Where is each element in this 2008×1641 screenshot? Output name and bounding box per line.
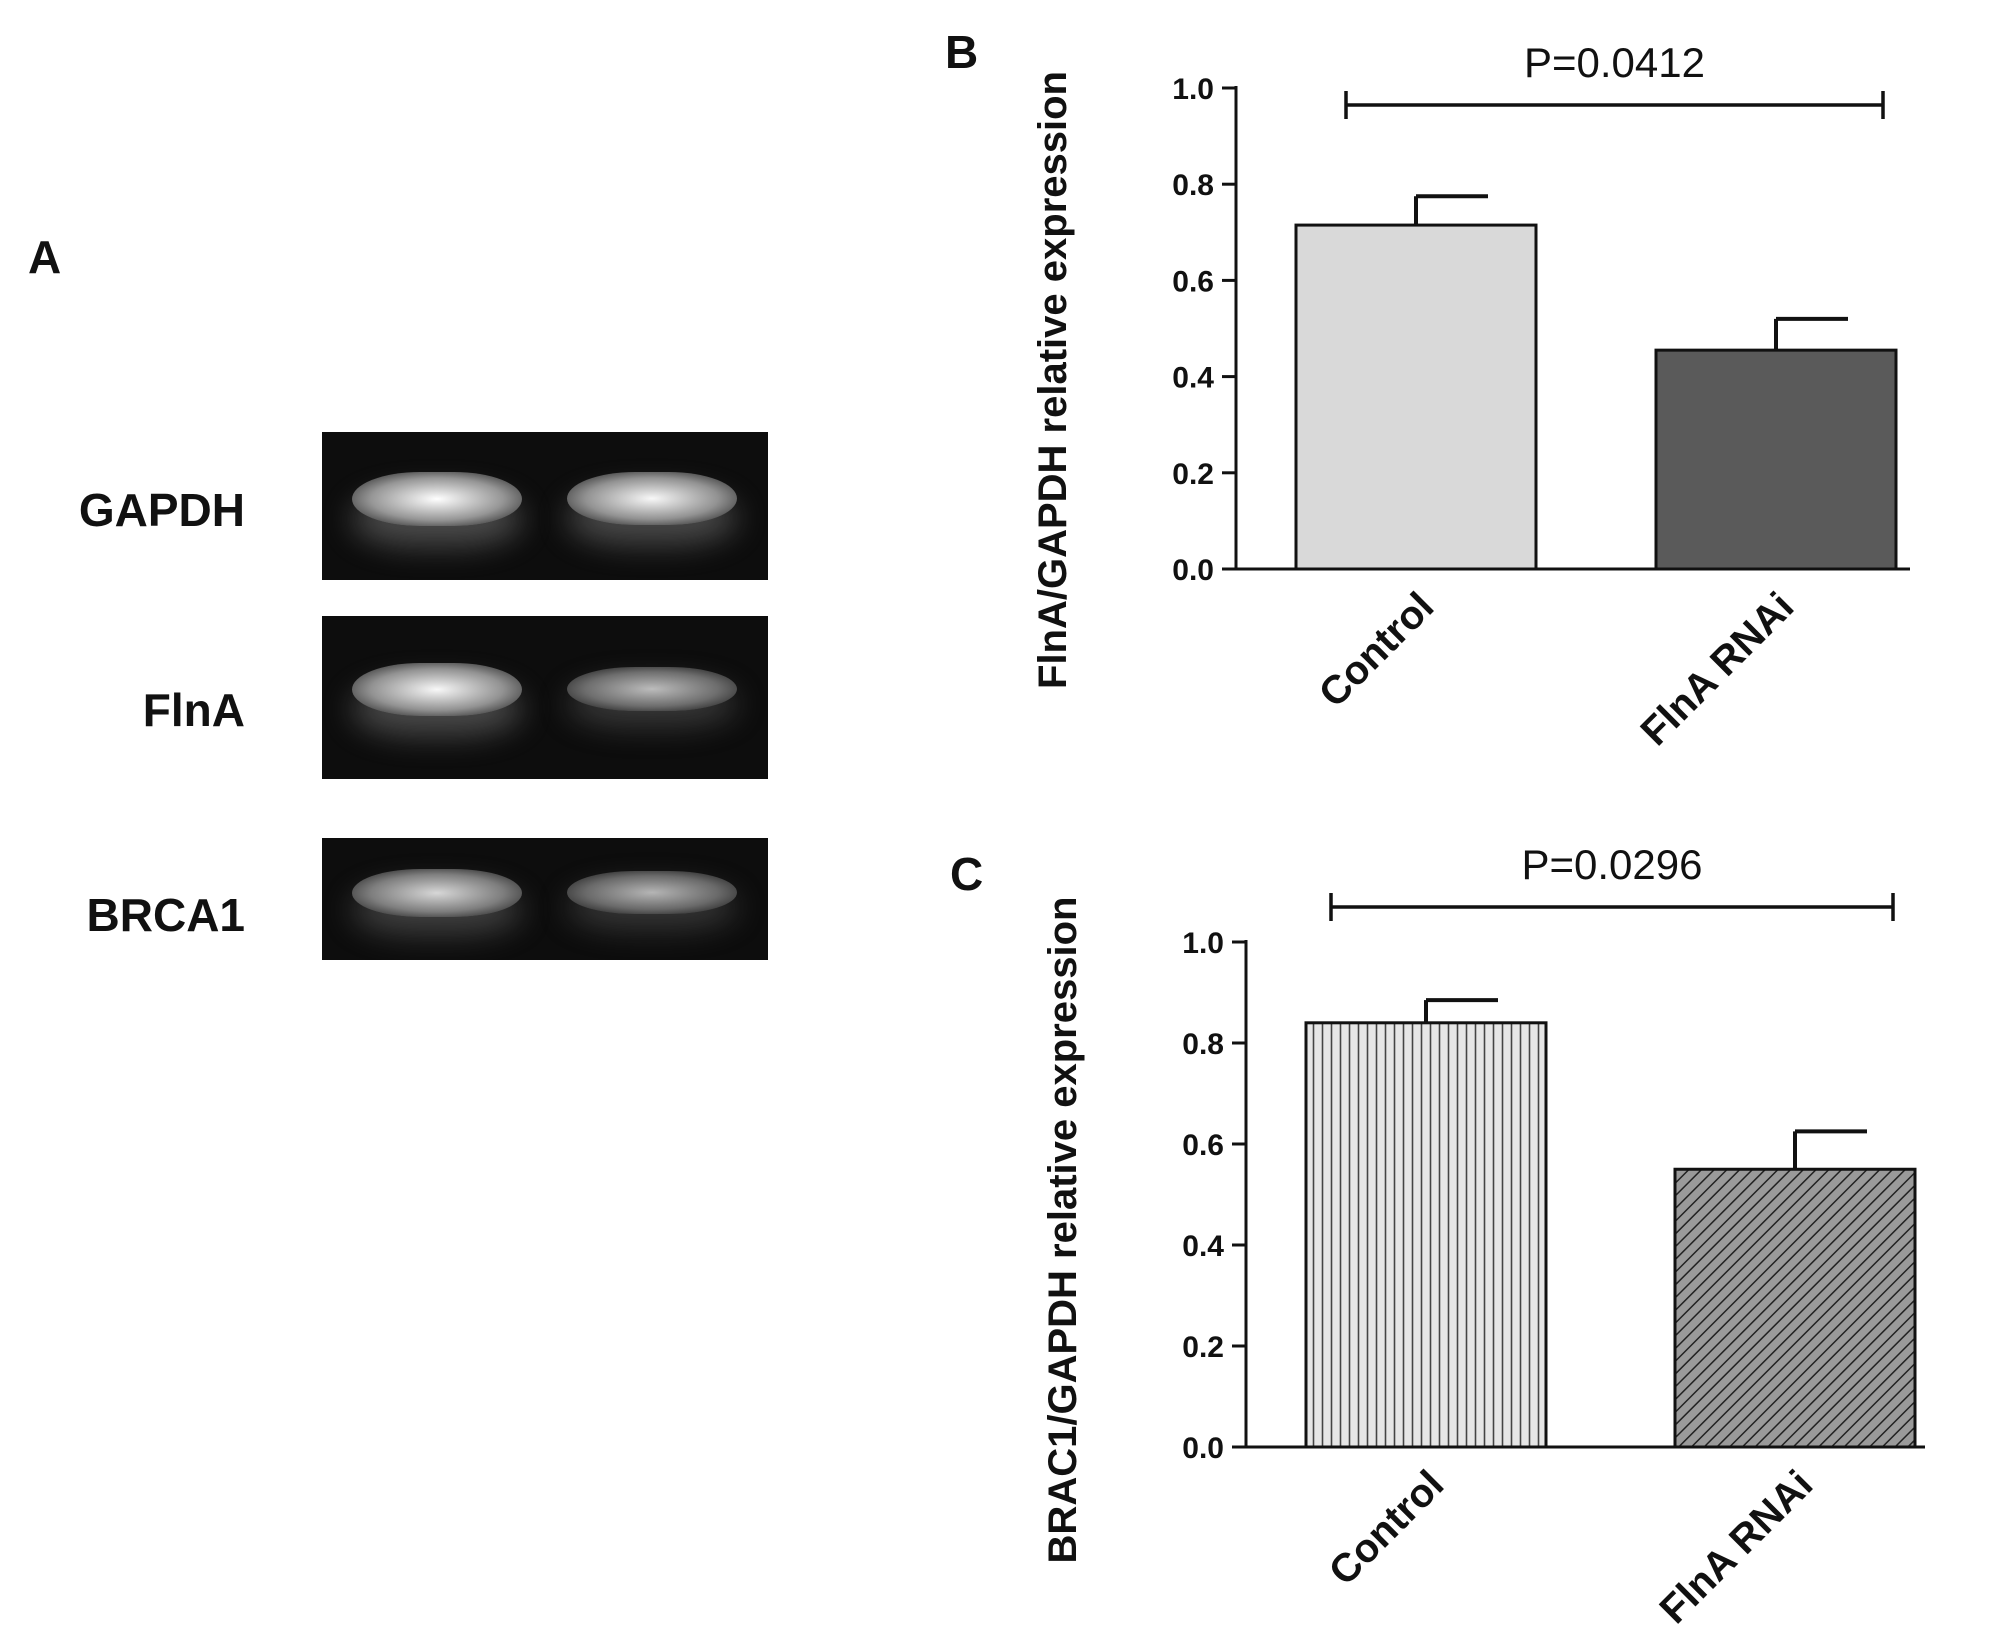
gel-label-flna: FlnA [142,684,245,736]
y-tick-label: 0.4 [1172,362,1214,395]
y-axis-label: BRAC1/GAPDH relative expression [1041,897,1085,1564]
y-tick-label: 0.8 [1182,1028,1224,1061]
panel-letter: B [945,26,978,78]
gel-strip-flna [322,616,768,779]
gel-band [567,871,737,915]
y-tick-label: 0.8 [1172,169,1214,202]
panel-a-letter: A [28,231,62,283]
bar-0 [1304,1021,1548,1449]
y-tick-label: 0.2 [1182,1331,1224,1364]
p-value-annotation: P=0.0412 [1524,39,1705,86]
x-category-label: Control [1321,1462,1453,1594]
bar-1 [1673,1167,1917,1449]
y-tick-label: 1.0 [1182,927,1224,960]
x-category-label: FlnA RNAi [1651,1462,1821,1632]
gel-band [352,471,522,526]
gel-strip-gapdh [322,432,768,580]
y-axis-label: FlnA/GAPDH relative expression [1031,71,1075,689]
y-tick-label: 0.0 [1172,554,1214,587]
bar-1 [1654,348,1898,571]
gel-strip-brca1 [322,838,768,960]
x-category-label: FlnA RNAi [1632,584,1802,754]
gel-band [567,667,737,712]
y-tick-label: 0.2 [1172,458,1214,491]
y-tick-label: 1.0 [1172,73,1214,106]
y-tick-label: 0.6 [1172,265,1214,298]
chart-panel-c: 0.0 0.2 0.4 0.6 0.8 1.0 BRAC1/GAPDH relative e… [950,841,1925,1632]
gel-label-brca1: BRCA1 [86,889,245,941]
panel-letter: C [950,848,983,900]
p-value-annotation: P=0.0296 [1521,841,1702,888]
y-tick-label: 0.0 [1182,1432,1224,1465]
chart-panel-b: 0.0 0.2 0.4 0.6 0.8 1.0 FlnA/GAPDH relative ex… [945,26,1910,754]
bar-0 [1294,223,1538,571]
gel-band [567,472,737,526]
x-category-label: Control [1311,584,1443,716]
y-tick-label: 0.6 [1182,1129,1224,1162]
y-tick-label: 0.4 [1182,1230,1224,1263]
gel-band [352,868,522,917]
gel-band [352,662,522,716]
gel-label-gapdh: GAPDH [78,484,245,536]
